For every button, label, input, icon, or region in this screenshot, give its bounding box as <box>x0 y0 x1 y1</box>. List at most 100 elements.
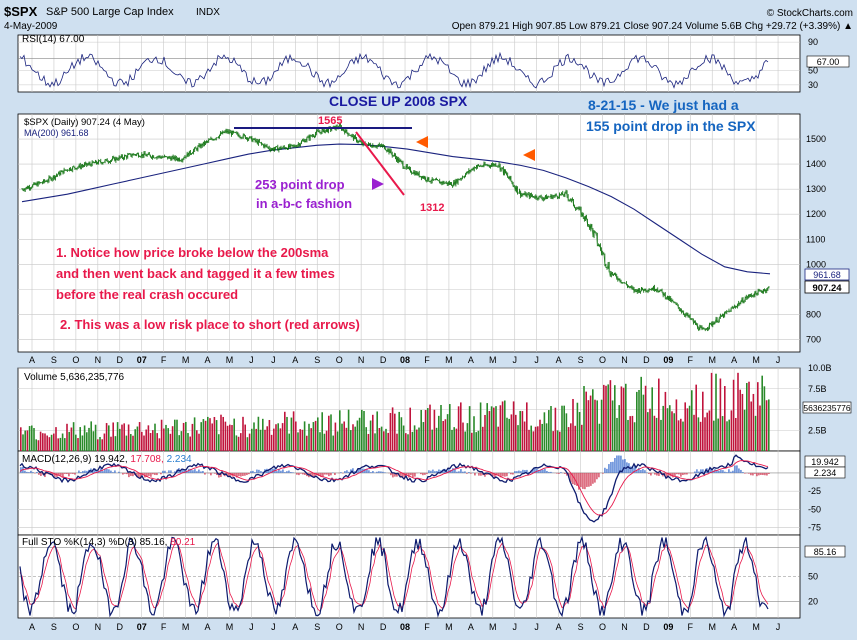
volume-bar <box>446 414 449 451</box>
x-tick-label: N <box>358 355 365 365</box>
macd-histogram-bar <box>624 459 626 473</box>
volume-bar <box>442 420 444 451</box>
volume-bar <box>416 429 418 451</box>
volume-bar <box>108 425 110 451</box>
macd-histogram-bar <box>226 472 228 476</box>
macd-histogram-bar <box>74 472 76 475</box>
macd-histogram-bar <box>152 472 154 475</box>
macd-histogram-bar <box>474 472 476 476</box>
volume-y-tick: 7.5B <box>808 384 827 394</box>
macd-histogram-bar <box>248 472 250 475</box>
volume-bar <box>526 402 528 451</box>
volume-bar <box>759 405 761 451</box>
volume-bar <box>231 425 233 451</box>
volume-bar <box>407 434 409 451</box>
x-tick-label: M <box>489 355 497 365</box>
volume-bar <box>563 405 565 451</box>
volume-bar <box>204 420 207 451</box>
volume-bar <box>90 421 92 451</box>
volume-bar <box>334 422 337 451</box>
x-tick-label: O <box>599 355 606 365</box>
macd-histogram-bar <box>524 470 526 473</box>
x-tick-label: A <box>731 355 737 365</box>
ma-label: MA(200) 961.68 <box>24 128 89 138</box>
annotation-low: 1312 <box>420 202 444 214</box>
macd-histogram-bar <box>160 472 162 475</box>
volume-bar <box>658 378 660 451</box>
macd-histogram-bar <box>324 472 326 475</box>
macd-histogram-bar <box>658 472 660 476</box>
macd-histogram-bar <box>684 472 686 475</box>
volume-bar <box>391 407 394 451</box>
volume-bar <box>354 426 356 451</box>
macd-histogram-bar <box>32 472 34 473</box>
volume-bar <box>361 409 363 451</box>
macd-histogram-bar <box>612 461 614 473</box>
volume-bar <box>187 432 189 451</box>
macd-histogram-bar <box>480 472 482 476</box>
volume-bar <box>110 436 112 451</box>
macd-histogram-bar <box>610 461 612 473</box>
macd-histogram-bar <box>734 465 736 473</box>
macd-histogram-bar <box>456 471 458 473</box>
volume-bar <box>189 436 191 451</box>
volume-bar <box>633 422 636 451</box>
volume-bar <box>99 436 101 451</box>
volume-bar <box>649 408 651 451</box>
volume-bar <box>592 389 594 451</box>
volume-bar <box>288 433 290 451</box>
macd-line <box>19 454 769 523</box>
x-tick-label: M <box>182 355 190 365</box>
macd-histogram-bar <box>516 471 518 473</box>
annotation-note1-line3: before the real crash occured <box>56 287 238 302</box>
macd-histogram-bar <box>292 472 294 473</box>
macd-histogram-bar <box>542 469 544 473</box>
macd-histogram-bar <box>718 470 720 473</box>
volume-bar <box>457 406 460 451</box>
purple-arrow-icon <box>372 178 384 190</box>
svg-text:2.234: 2.234 <box>814 468 837 478</box>
macd-histogram-bar <box>244 472 246 476</box>
volume-bar <box>713 420 715 451</box>
volume-bar <box>396 433 398 451</box>
macd-histogram-bar <box>92 469 94 473</box>
macd-histogram-bar <box>210 472 212 476</box>
x-tick-label: A <box>468 622 474 632</box>
x-tick-label: D <box>117 622 124 632</box>
volume-bar <box>680 418 682 451</box>
macd-histogram-bar <box>140 472 142 478</box>
x-tick-label: J <box>271 622 276 632</box>
volume-bar <box>163 428 165 451</box>
volume-bar <box>323 433 326 451</box>
x-tick-label: O <box>72 355 79 365</box>
volume-bar <box>479 402 482 451</box>
volume-bar <box>174 419 176 451</box>
macd-histogram-bar <box>104 468 106 473</box>
volume-bar <box>248 433 251 451</box>
volume-bar <box>251 428 253 451</box>
volume-bar <box>306 435 308 451</box>
macd-histogram-bar <box>454 468 456 473</box>
volume-bar <box>504 400 506 451</box>
macd-histogram-bar <box>408 472 410 478</box>
panel-macd <box>17 450 801 536</box>
macd-histogram-bar <box>722 470 724 473</box>
volume-bar <box>57 438 59 451</box>
macd-histogram-bar <box>106 468 108 473</box>
macd-histogram-bar <box>220 472 222 478</box>
macd-histogram-bar <box>578 472 580 490</box>
macd-histogram-bar <box>720 470 722 473</box>
volume-bar <box>356 420 359 451</box>
macd-histogram-bar <box>588 472 590 487</box>
volume-bar <box>372 414 374 451</box>
volume-bar <box>541 423 543 451</box>
volume-bar <box>143 435 145 451</box>
volume-bar <box>572 398 574 451</box>
svg-text:67.00: 67.00 <box>817 57 840 67</box>
macd-histogram-bar <box>468 472 470 473</box>
volume-bar <box>440 404 442 451</box>
volume-bar <box>262 418 264 451</box>
volume-bar <box>449 404 451 451</box>
macd-histogram-bar <box>496 472 498 476</box>
volume-bar <box>149 433 152 451</box>
